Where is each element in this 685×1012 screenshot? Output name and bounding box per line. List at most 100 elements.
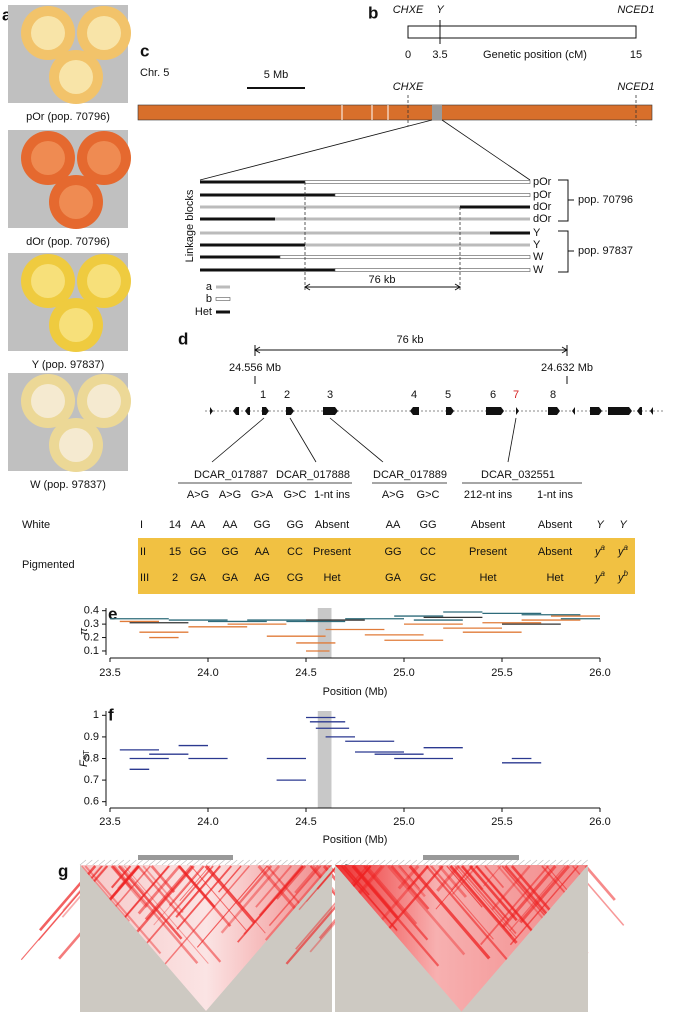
variant: A>G	[187, 489, 209, 501]
cell: Absent	[471, 519, 505, 531]
x-tick-label: 26.0	[589, 816, 610, 828]
ld-stripe	[431, 865, 454, 891]
cell: Present	[469, 546, 507, 558]
b-block	[215, 297, 231, 301]
class: III	[140, 572, 149, 584]
ld-stripe	[153, 865, 205, 926]
y-axis-label: FST	[78, 750, 91, 767]
cell: AA	[223, 519, 238, 531]
ld-stripe	[430, 865, 494, 940]
gene	[516, 407, 519, 415]
gene-number: 8	[550, 389, 556, 401]
line	[518, 859, 525, 866]
variant: G>A	[251, 489, 274, 501]
cell: CC	[287, 546, 303, 558]
line	[161, 859, 169, 866]
b-block	[334, 193, 531, 197]
line	[243, 859, 250, 866]
ld-stripe	[38, 865, 104, 941]
line	[92, 859, 99, 866]
line	[249, 859, 257, 866]
variant: A>G	[382, 489, 404, 501]
a-block	[216, 285, 230, 289]
ld-stripe	[483, 865, 502, 887]
row-label: dOr	[533, 213, 552, 225]
root-core	[59, 308, 93, 342]
gene-number: 6	[490, 389, 496, 401]
cell: Absent	[538, 519, 572, 531]
line	[231, 859, 238, 866]
line	[372, 859, 380, 866]
locus-name: DCAR_017889	[373, 469, 447, 481]
cell: AA	[386, 519, 401, 531]
gene	[608, 407, 632, 415]
cell: GG	[419, 519, 436, 531]
marker: CHXE	[393, 81, 424, 93]
line	[142, 859, 150, 866]
allele-base: y	[594, 546, 602, 558]
caption: W (pop. 97837)	[30, 479, 106, 491]
panel-label: c	[140, 41, 149, 60]
ld-stripe	[276, 865, 307, 900]
cell: GG	[189, 546, 206, 558]
line	[379, 859, 386, 866]
allele-sup: a	[624, 543, 629, 552]
ld-stripe	[294, 865, 320, 894]
line	[205, 859, 213, 866]
gene	[323, 407, 338, 415]
gene	[650, 407, 653, 415]
line	[237, 859, 244, 866]
gene	[572, 407, 575, 415]
line	[448, 859, 456, 866]
panel-label: g	[58, 861, 68, 880]
a-block	[305, 243, 530, 247]
root-core	[31, 384, 65, 418]
line	[436, 859, 443, 866]
allele: Y	[619, 519, 627, 531]
line	[86, 859, 93, 866]
ld-stripe	[258, 865, 304, 917]
cell: Het	[479, 572, 496, 584]
line	[281, 859, 288, 866]
line	[268, 859, 276, 866]
line	[423, 859, 430, 866]
ld-stripe	[196, 865, 268, 948]
y-tick-label: 0.8	[84, 752, 99, 764]
cell: GA	[385, 572, 402, 584]
cell: GA	[190, 572, 207, 584]
ld-stripe	[407, 865, 429, 890]
y-axis-label: π	[78, 627, 90, 635]
allele-base: Y	[596, 519, 604, 531]
line	[530, 859, 538, 866]
x-tick-label: 25.5	[491, 667, 512, 679]
ld-stripe	[365, 865, 418, 925]
variant: 1-nt ins	[314, 489, 351, 501]
line	[212, 859, 219, 866]
variant: G>C	[417, 489, 440, 501]
b-block	[334, 268, 531, 272]
ld-stripe	[168, 865, 205, 907]
het-block	[460, 205, 530, 209]
label: 76 kb	[369, 274, 396, 286]
variant: A>G	[219, 489, 241, 501]
marker: NCED1	[617, 81, 654, 93]
ld-stripe	[204, 865, 256, 924]
ld-stripe	[163, 865, 250, 966]
allele: ya	[617, 543, 629, 558]
ld-stripe	[177, 865, 232, 928]
cell: GG	[253, 519, 270, 531]
x-tick-label: 25.0	[393, 667, 414, 679]
legend-label: a	[206, 281, 213, 293]
het-block	[216, 310, 230, 314]
marker: Y	[436, 4, 444, 16]
mask	[335, 865, 462, 1012]
ld-stripe	[408, 864, 491, 960]
row-label: Y	[533, 227, 541, 239]
allele-base: y	[617, 572, 625, 584]
genetic-map	[407, 25, 637, 39]
ld-stripe	[438, 865, 468, 898]
line	[180, 859, 187, 866]
line	[136, 859, 143, 866]
locus-name: DCAR_032551	[481, 469, 555, 481]
row-label: dOr	[533, 201, 552, 213]
